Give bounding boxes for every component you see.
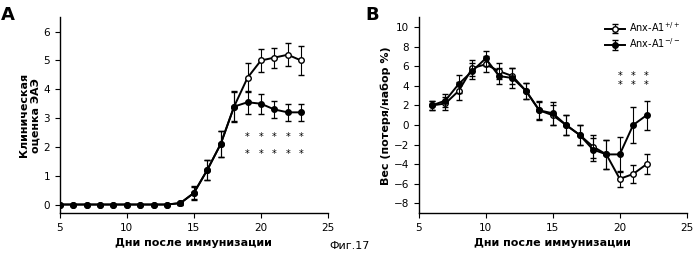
Text: *: * [272,149,277,159]
Legend: Anx-A1$^{+/+}$, Anx-A1$^{-/-}$: Anx-A1$^{+/+}$, Anx-A1$^{-/-}$ [603,18,682,52]
Text: A: A [1,6,15,24]
X-axis label: Дни после иммунизации: Дни после иммунизации [115,239,273,248]
Text: *: * [245,149,250,159]
X-axis label: Дни после иммунизации: Дни после иммунизации [474,239,631,248]
Text: *: * [630,71,635,81]
Text: *: * [617,80,622,90]
Text: B: B [365,6,379,24]
Y-axis label: Вес (потеря/набор %): Вес (потеря/набор %) [380,46,391,185]
Text: *: * [259,132,264,142]
Y-axis label: Клиническая
оценка ЭАЭ: Клиническая оценка ЭАЭ [19,73,41,157]
Text: *: * [630,80,635,90]
Text: *: * [644,71,649,81]
Text: *: * [259,149,264,159]
Text: *: * [298,132,303,142]
Text: *: * [272,132,277,142]
Text: *: * [644,80,649,90]
Text: *: * [245,132,250,142]
Text: *: * [298,149,303,159]
Text: *: * [285,149,290,159]
Text: *: * [285,132,290,142]
Text: Фиг.17: Фиг.17 [329,242,370,251]
Text: *: * [617,71,622,81]
